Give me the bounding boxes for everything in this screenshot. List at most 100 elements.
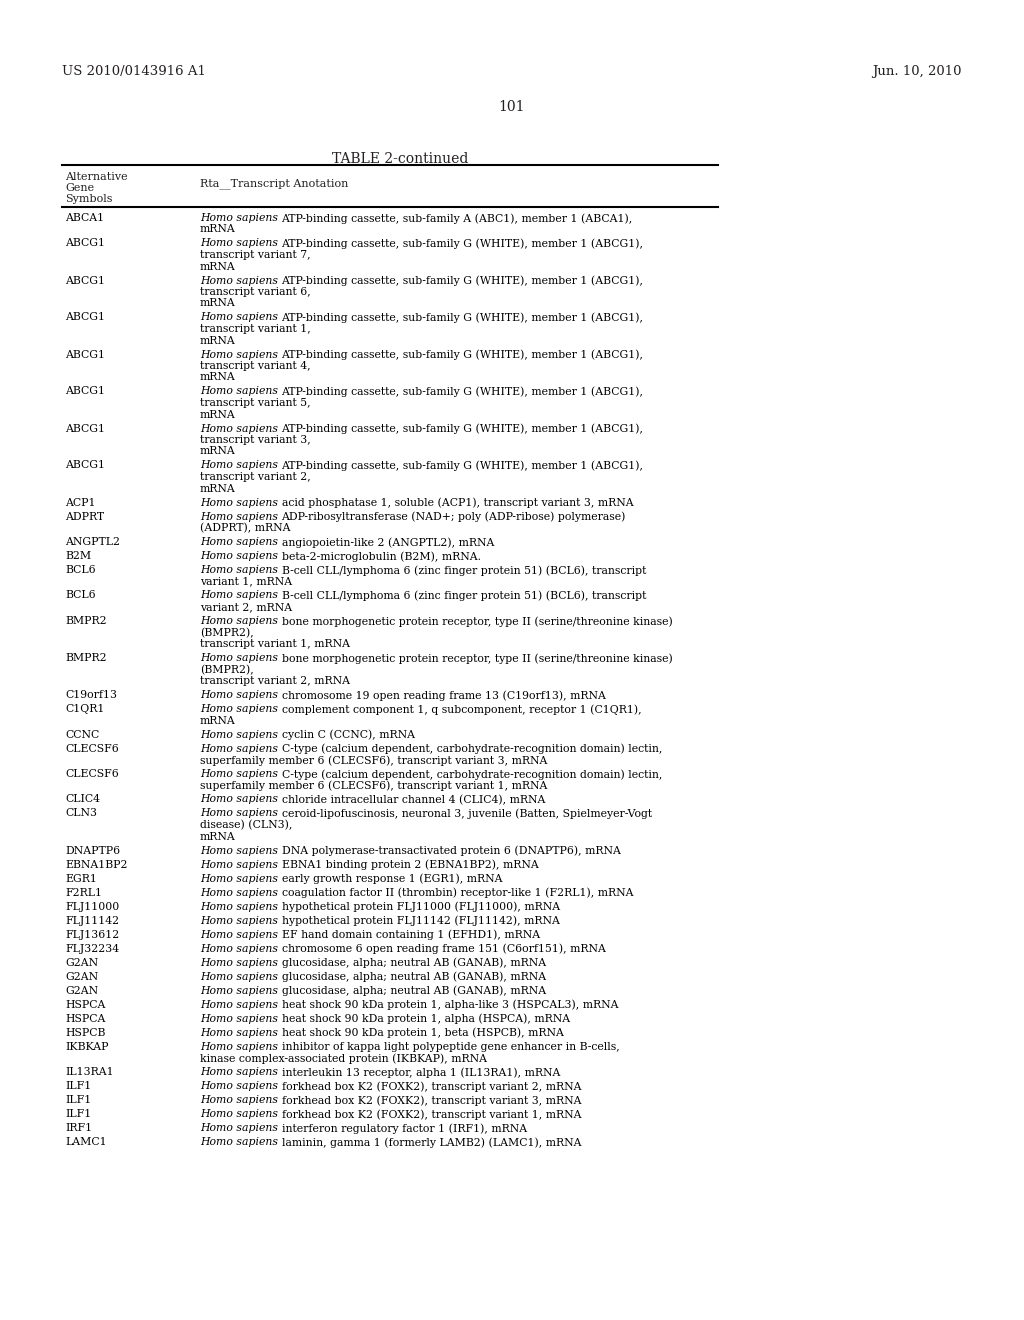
- Text: ABCG1: ABCG1: [65, 350, 105, 359]
- Text: ABCA1: ABCA1: [65, 213, 104, 223]
- Text: Homo sapiens: Homo sapiens: [200, 239, 282, 248]
- Text: ILF1: ILF1: [65, 1109, 91, 1119]
- Text: ILF1: ILF1: [65, 1096, 91, 1105]
- Text: C-type (calcium dependent, carbohydrate-recognition domain) lectin,: C-type (calcium dependent, carbohydrate-…: [282, 770, 662, 780]
- Text: ACP1: ACP1: [65, 498, 95, 507]
- Text: HSPCA: HSPCA: [65, 999, 105, 1010]
- Text: ABCG1: ABCG1: [65, 239, 105, 248]
- Text: forkhead box K2 (FOXK2), transcript variant 2, mRNA: forkhead box K2 (FOXK2), transcript vari…: [282, 1081, 581, 1092]
- Text: 101: 101: [499, 100, 525, 114]
- Text: Homo sapiens: Homo sapiens: [200, 846, 282, 855]
- Text: ABCG1: ABCG1: [65, 461, 105, 470]
- Text: transcript variant 4,: transcript variant 4,: [200, 360, 310, 371]
- Text: transcript variant 5,: transcript variant 5,: [200, 399, 310, 408]
- Text: bone morphogenetic protein receptor, type II (serine/threonine kinase): bone morphogenetic protein receptor, typ…: [282, 616, 672, 627]
- Text: Homo sapiens: Homo sapiens: [200, 276, 282, 285]
- Text: ATP-binding cassette, sub-family G (WHITE), member 1 (ABCG1),: ATP-binding cassette, sub-family G (WHIT…: [282, 461, 643, 471]
- Text: Homo sapiens: Homo sapiens: [200, 859, 282, 870]
- Text: Homo sapiens: Homo sapiens: [200, 350, 282, 359]
- Text: disease) (CLN3),: disease) (CLN3),: [200, 820, 293, 830]
- Text: Homo sapiens: Homo sapiens: [200, 972, 282, 982]
- Text: Homo sapiens: Homo sapiens: [200, 808, 282, 818]
- Text: B-cell CLL/lymphoma 6 (zinc finger protein 51) (BCL6), transcript: B-cell CLL/lymphoma 6 (zinc finger prote…: [282, 590, 646, 601]
- Text: transcript variant 2, mRNA: transcript variant 2, mRNA: [200, 676, 350, 686]
- Text: BCL6: BCL6: [65, 590, 95, 601]
- Text: Homo sapiens: Homo sapiens: [200, 565, 282, 576]
- Text: mRNA: mRNA: [200, 372, 236, 383]
- Text: Homo sapiens: Homo sapiens: [200, 213, 282, 223]
- Text: EGR1: EGR1: [65, 874, 97, 883]
- Text: Homo sapiens: Homo sapiens: [200, 690, 282, 700]
- Text: Homo sapiens: Homo sapiens: [200, 1109, 282, 1119]
- Text: Homo sapiens: Homo sapiens: [200, 902, 282, 912]
- Text: ANGPTL2: ANGPTL2: [65, 537, 120, 546]
- Text: complement component 1, q subcomponent, receptor 1 (C1QR1),: complement component 1, q subcomponent, …: [282, 704, 641, 714]
- Text: mRNA: mRNA: [200, 298, 236, 309]
- Text: Homo sapiens: Homo sapiens: [200, 461, 282, 470]
- Text: angiopoietin-like 2 (ANGPTL2), mRNA: angiopoietin-like 2 (ANGPTL2), mRNA: [282, 537, 494, 548]
- Text: hypothetical protein FLJ11000 (FLJ11000), mRNA: hypothetical protein FLJ11000 (FLJ11000)…: [282, 902, 560, 912]
- Text: inhibitor of kappa light polypeptide gene enhancer in B-cells,: inhibitor of kappa light polypeptide gen…: [282, 1041, 620, 1052]
- Text: mRNA: mRNA: [200, 409, 236, 420]
- Text: Homo sapiens: Homo sapiens: [200, 1123, 282, 1133]
- Text: early growth response 1 (EGR1), mRNA: early growth response 1 (EGR1), mRNA: [282, 874, 502, 884]
- Text: Homo sapiens: Homo sapiens: [200, 1096, 282, 1105]
- Text: Homo sapiens: Homo sapiens: [200, 511, 282, 521]
- Text: C19orf13: C19orf13: [65, 690, 117, 700]
- Text: Homo sapiens: Homo sapiens: [200, 313, 282, 322]
- Text: Homo sapiens: Homo sapiens: [200, 1081, 282, 1092]
- Text: ILF1: ILF1: [65, 1081, 91, 1092]
- Text: ADP-ribosyltransferase (NAD+; poly (ADP-ribose) polymerase): ADP-ribosyltransferase (NAD+; poly (ADP-…: [282, 511, 626, 523]
- Text: Jun. 10, 2010: Jun. 10, 2010: [872, 65, 962, 78]
- Text: Homo sapiens: Homo sapiens: [200, 1014, 282, 1023]
- Text: ABCG1: ABCG1: [65, 276, 105, 285]
- Text: interferon regulatory factor 1 (IRF1), mRNA: interferon regulatory factor 1 (IRF1), m…: [282, 1123, 526, 1134]
- Text: transcript variant 6,: transcript variant 6,: [200, 286, 310, 297]
- Text: heat shock 90 kDa protein 1, alpha-like 3 (HSPCAL3), mRNA: heat shock 90 kDa protein 1, alpha-like …: [282, 999, 618, 1010]
- Text: forkhead box K2 (FOXK2), transcript variant 3, mRNA: forkhead box K2 (FOXK2), transcript vari…: [282, 1096, 581, 1106]
- Text: variant 1, mRNA: variant 1, mRNA: [200, 577, 292, 586]
- Text: (ADPRT), mRNA: (ADPRT), mRNA: [200, 523, 291, 533]
- Text: ABCG1: ABCG1: [65, 424, 105, 433]
- Text: Homo sapiens: Homo sapiens: [200, 498, 282, 507]
- Text: G2AN: G2AN: [65, 986, 98, 995]
- Text: LAMC1: LAMC1: [65, 1137, 106, 1147]
- Text: G2AN: G2AN: [65, 957, 98, 968]
- Text: Homo sapiens: Homo sapiens: [200, 770, 282, 779]
- Text: ceroid-lipofuscinosis, neuronal 3, juvenile (Batten, Spielmeyer-Vogt: ceroid-lipofuscinosis, neuronal 3, juven…: [282, 808, 651, 820]
- Text: interleukin 13 receptor, alpha 1 (IL13RA1), mRNA: interleukin 13 receptor, alpha 1 (IL13RA…: [282, 1067, 560, 1077]
- Text: IL13RA1: IL13RA1: [65, 1067, 114, 1077]
- Text: FLJ11000: FLJ11000: [65, 902, 119, 912]
- Text: glucosidase, alpha; neutral AB (GANAB), mRNA: glucosidase, alpha; neutral AB (GANAB), …: [282, 972, 546, 982]
- Text: FLJ13612: FLJ13612: [65, 929, 119, 940]
- Text: ATP-binding cassette, sub-family G (WHITE), member 1 (ABCG1),: ATP-binding cassette, sub-family G (WHIT…: [282, 239, 643, 249]
- Text: hypothetical protein FLJ11142 (FLJ11142), mRNA: hypothetical protein FLJ11142 (FLJ11142)…: [282, 916, 559, 927]
- Text: Homo sapiens: Homo sapiens: [200, 929, 282, 940]
- Text: mRNA: mRNA: [200, 715, 236, 726]
- Text: Homo sapiens: Homo sapiens: [200, 653, 282, 663]
- Text: transcript variant 3,: transcript variant 3,: [200, 436, 310, 445]
- Text: laminin, gamma 1 (formerly LAMB2) (LAMC1), mRNA: laminin, gamma 1 (formerly LAMB2) (LAMC1…: [282, 1137, 581, 1147]
- Text: ABCG1: ABCG1: [65, 387, 105, 396]
- Text: Homo sapiens: Homo sapiens: [200, 944, 282, 953]
- Text: chromosome 19 open reading frame 13 (C19orf13), mRNA: chromosome 19 open reading frame 13 (C19…: [282, 690, 605, 701]
- Text: IRF1: IRF1: [65, 1123, 92, 1133]
- Text: glucosidase, alpha; neutral AB (GANAB), mRNA: glucosidase, alpha; neutral AB (GANAB), …: [282, 986, 546, 997]
- Text: Homo sapiens: Homo sapiens: [200, 957, 282, 968]
- Text: Homo sapiens: Homo sapiens: [200, 590, 282, 601]
- Text: heat shock 90 kDa protein 1, alpha (HSPCA), mRNA: heat shock 90 kDa protein 1, alpha (HSPC…: [282, 1014, 569, 1024]
- Text: superfamily member 6 (CLECSF6), transcript variant 3, mRNA: superfamily member 6 (CLECSF6), transcri…: [200, 755, 548, 766]
- Text: Alternative: Alternative: [65, 172, 128, 182]
- Text: Homo sapiens: Homo sapiens: [200, 1041, 282, 1052]
- Text: Homo sapiens: Homo sapiens: [200, 986, 282, 995]
- Text: chloride intracellular channel 4 (CLIC4), mRNA: chloride intracellular channel 4 (CLIC4)…: [282, 795, 545, 805]
- Text: Symbols: Symbols: [65, 194, 113, 205]
- Text: ATP-binding cassette, sub-family G (WHITE), member 1 (ABCG1),: ATP-binding cassette, sub-family G (WHIT…: [282, 387, 643, 397]
- Text: ATP-binding cassette, sub-family A (ABC1), member 1 (ABCA1),: ATP-binding cassette, sub-family A (ABC1…: [282, 213, 633, 223]
- Text: mRNA: mRNA: [200, 832, 236, 842]
- Text: mRNA: mRNA: [200, 483, 236, 494]
- Text: cyclin C (CCNC), mRNA: cyclin C (CCNC), mRNA: [282, 730, 415, 741]
- Text: BMPR2: BMPR2: [65, 616, 106, 626]
- Text: FLJ32234: FLJ32234: [65, 944, 119, 953]
- Text: Homo sapiens: Homo sapiens: [200, 1027, 282, 1038]
